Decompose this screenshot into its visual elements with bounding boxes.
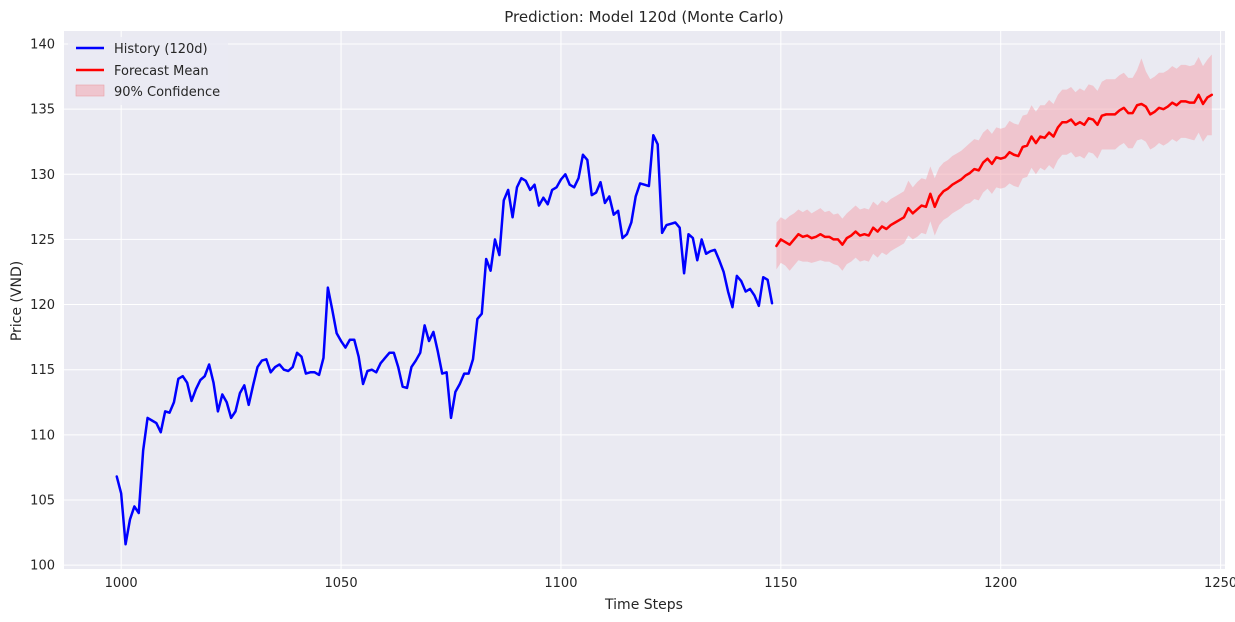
- legend-box: [68, 37, 228, 105]
- series-layer: [115, 93, 1214, 546]
- x-tick-label: 1200: [984, 576, 1017, 591]
- chart-title: Prediction: Model 120d (Monte Carlo): [504, 8, 783, 26]
- y-tick-label: 105: [30, 493, 55, 508]
- legend-label-history: History (120d): [114, 42, 208, 57]
- y-tick-label: 100: [30, 559, 55, 574]
- y-axis-label: Price (VND): [9, 261, 25, 341]
- y-tick-label: 135: [30, 103, 55, 118]
- legend: History (120d) Forecast Mean 90% Confide…: [68, 37, 228, 105]
- y-tick-label: 130: [30, 168, 55, 183]
- x-tick-label: 1000: [105, 576, 138, 591]
- y-tick-label: 115: [30, 363, 55, 378]
- x-tick-label: 1050: [325, 576, 358, 591]
- y-tick-label: 140: [30, 38, 55, 53]
- history-line: [115, 133, 774, 546]
- legend-label-confidence: 90% Confidence: [114, 85, 220, 100]
- x-tick-label: 1150: [764, 576, 797, 591]
- x-axis-label: Time Steps: [604, 597, 683, 613]
- x-tick-label: 1250: [1204, 576, 1235, 591]
- legend-swatch-confidence: [75, 84, 105, 97]
- y-tick-label: 120: [30, 298, 55, 313]
- x-axis-ticks: 1000 1050 1100 1150 1200 1250: [105, 576, 1235, 591]
- y-tick-label: 110: [30, 428, 55, 443]
- y-axis-ticks: 100 105 110 115 120 125 130 135 140: [30, 38, 55, 574]
- forecast-mean-line: [775, 93, 1214, 248]
- grid: [64, 31, 1225, 569]
- y-tick-label: 125: [30, 233, 55, 248]
- x-tick-label: 1100: [544, 576, 577, 591]
- legend-label-forecast: Forecast Mean: [114, 64, 209, 79]
